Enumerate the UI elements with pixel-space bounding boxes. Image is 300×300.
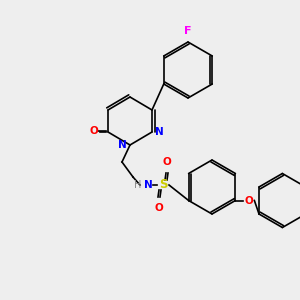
Text: N: N <box>118 140 127 150</box>
Text: H: H <box>134 180 141 190</box>
Text: N: N <box>155 127 164 137</box>
Text: N: N <box>144 180 152 190</box>
Text: O: O <box>154 203 164 213</box>
Text: O: O <box>90 126 98 136</box>
Text: F: F <box>184 26 192 36</box>
Text: S: S <box>159 178 167 191</box>
Text: O: O <box>244 196 253 206</box>
Text: O: O <box>163 157 171 167</box>
